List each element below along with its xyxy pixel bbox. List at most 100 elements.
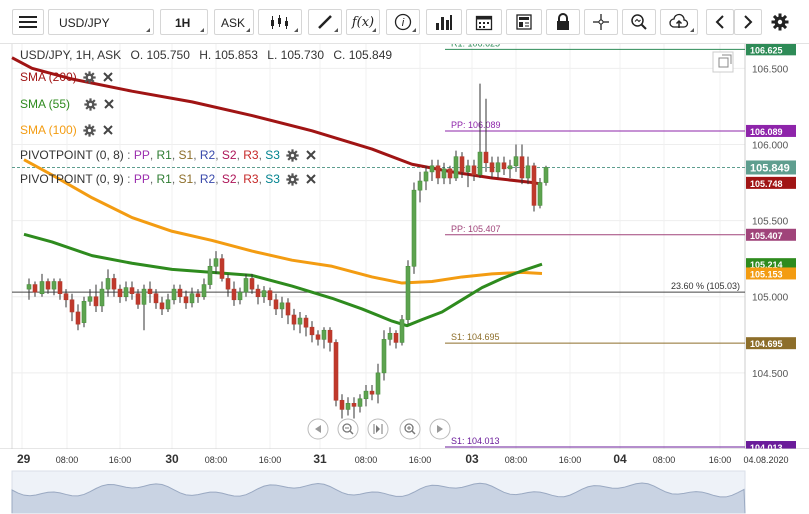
pivot-comma: ,: [236, 172, 244, 186]
reset-icon: [373, 424, 383, 434]
candle-body: [489, 162, 495, 173]
candle-body: [75, 311, 81, 325]
lock-button[interactable]: [546, 9, 580, 35]
pivot-label: PIVOTPOINT (0, 8): [20, 148, 124, 162]
pivot-level-label: PP: 106.089: [451, 120, 501, 130]
svg-text:i: i: [402, 17, 405, 29]
close-icon[interactable]: [305, 149, 317, 161]
chart-area[interactable]: 106.500 106.000 105.500 105.000 104.500 R1: 1…: [0, 38, 809, 514]
pivot-separator: :: [123, 172, 134, 186]
reset-button[interactable]: [367, 418, 389, 440]
candle-body: [135, 293, 141, 305]
price-chart[interactable]: 106.500 106.000 105.500 105.000 104.500 R1: 1…: [0, 38, 809, 514]
candle-body: [69, 299, 75, 313]
candle-body: [105, 278, 111, 290]
candle-body: [63, 293, 69, 301]
candle-body: [435, 165, 441, 179]
indicator-price-tag: [746, 267, 796, 280]
info-button[interactable]: i: [386, 9, 420, 35]
pivot-level-label: S1: 104.695: [451, 332, 500, 342]
caret-icon: [372, 28, 376, 32]
candle-body: [495, 162, 501, 173]
news-button[interactable]: [506, 9, 542, 35]
prev-button[interactable]: [706, 9, 734, 35]
gear-icon[interactable]: [84, 97, 97, 111]
crosshair-button[interactable]: [584, 9, 618, 35]
candle-body: [417, 180, 423, 191]
pivot-comma: ,: [215, 172, 222, 186]
legend-sma100[interactable]: SMA (100): [20, 123, 114, 137]
gear-icon[interactable]: [83, 70, 96, 84]
high-value: H. 105.853: [199, 48, 258, 62]
legend-pivot-9[interactable]: PIVOTPOINT (0, 9) : PP, R1, S1, R2, S2, …: [20, 172, 317, 186]
candle-body: [57, 281, 63, 294]
menu-button[interactable]: [12, 9, 44, 35]
time-axis-label: 08:00: [205, 455, 228, 465]
interval-label: 1H: [175, 16, 191, 30]
pivot-item-s3: S3: [265, 172, 280, 186]
time-axis-label: 16:00: [109, 455, 132, 465]
candle-body: [45, 281, 51, 290]
candle-body: [291, 314, 297, 325]
interval-select[interactable]: 1H: [160, 9, 208, 35]
time-axis-label: 08:00: [653, 455, 676, 465]
next-button[interactable]: [734, 9, 762, 35]
candle-body: [51, 281, 57, 290]
legend-sma200[interactable]: SMA (200): [20, 70, 114, 84]
time-axis-label: 16:00: [259, 455, 282, 465]
ohlc-header: USD/JPY, 1H, ASK O. 105.750 H. 105.853 L…: [20, 48, 398, 62]
pivot-level-label: S1: 104.013: [451, 436, 500, 446]
price-type-select[interactable]: ASK: [214, 9, 254, 35]
scroll-left-button[interactable]: [307, 418, 329, 440]
candle-body: [279, 302, 285, 310]
candle-body: [189, 293, 195, 304]
legend-sma55[interactable]: SMA (55): [20, 97, 115, 111]
candle-body: [531, 165, 537, 206]
candle-body: [513, 156, 519, 167]
candle-body: [93, 296, 99, 307]
instrument-info: USD/JPY, 1H, ASK: [20, 48, 122, 62]
pivot-price-tag: [746, 43, 796, 56]
candle-body: [369, 390, 375, 395]
pivot-comma: ,: [193, 172, 200, 186]
lens-shape: [342, 423, 352, 433]
menu-icon: [19, 16, 37, 28]
pivot-level-label: R1: 106.625: [451, 44, 500, 48]
expand-icon[interactable]: [712, 51, 734, 73]
legend-pivot-8[interactable]: PIVOTPOINT (0, 8) : PP, R1, S1, R2, S2, …: [20, 148, 317, 162]
chart-style-button[interactable]: [258, 9, 302, 35]
share-button[interactable]: [660, 9, 698, 35]
close-icon[interactable]: [103, 98, 115, 110]
draw-button[interactable]: [308, 9, 342, 35]
symbol-select[interactable]: USD/JPY: [48, 9, 154, 35]
candle-body: [195, 293, 201, 298]
close-icon[interactable]: [305, 173, 317, 185]
caret-icon: [200, 28, 204, 32]
gear-icon[interactable]: [83, 123, 96, 137]
calendar-button[interactable]: [466, 9, 502, 35]
time-axis-label: 08:00: [56, 455, 79, 465]
settings-button[interactable]: [766, 9, 794, 35]
nav-button-circle: [337, 418, 359, 440]
pivot-comma: ,: [258, 172, 266, 186]
candle-body: [351, 403, 357, 407]
zoom-out-button[interactable]: [337, 418, 359, 440]
volume-button[interactable]: [426, 9, 462, 35]
scroll-right-button[interactable]: [429, 418, 451, 440]
candle-body: [267, 290, 273, 301]
pivot-price-tag-text: 104.013: [750, 443, 783, 453]
close-icon[interactable]: [102, 71, 114, 83]
zoom-in-button[interactable]: [399, 418, 421, 440]
candle-body: [477, 151, 483, 176]
close-icon[interactable]: [102, 124, 114, 136]
candle-body: [237, 291, 243, 301]
pivot-item-r1: R1: [156, 148, 172, 162]
indicators-button[interactable]: f(x): [346, 9, 380, 35]
gear-icon[interactable]: [286, 148, 299, 162]
zoom-button[interactable]: [622, 9, 656, 35]
next-icon: [744, 15, 753, 29]
gear-icon[interactable]: [286, 172, 299, 186]
time-axis-label: 16:00: [409, 455, 432, 465]
info-icon: i: [394, 13, 412, 31]
candle-body: [441, 168, 447, 179]
